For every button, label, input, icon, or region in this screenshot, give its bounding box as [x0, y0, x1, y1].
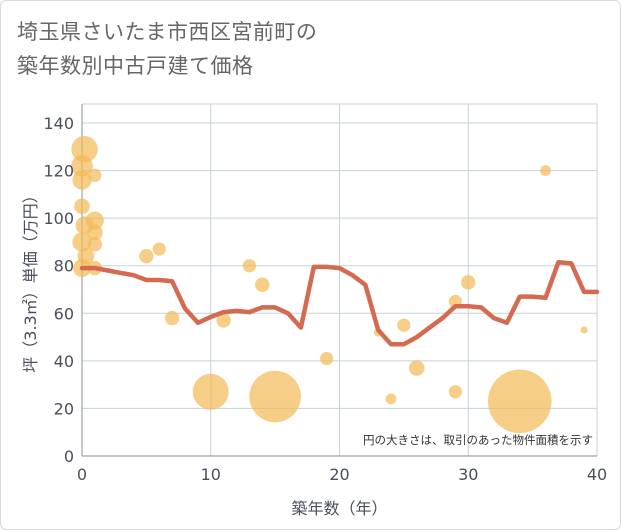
x-tick-label: 0 [77, 465, 87, 484]
x-tick-label: 20 [329, 465, 349, 484]
chart-title-line-1: 埼玉県さいたま市西区宮前町の [17, 20, 318, 44]
x-tick-label: 30 [458, 465, 478, 484]
data-bubble [249, 370, 301, 423]
data-bubble [216, 313, 231, 328]
data-bubble [139, 249, 154, 264]
data-bubble [88, 168, 102, 182]
data-bubble [408, 360, 425, 376]
data-bubble [255, 277, 270, 292]
data-bubble [71, 155, 93, 177]
data-bubble [487, 369, 552, 434]
y-tick-label: 100 [43, 209, 74, 228]
y-tick-label: 140 [43, 114, 74, 133]
y-tick-label: 120 [43, 162, 74, 181]
data-bubble [540, 165, 551, 176]
y-tick-label: 60 [54, 304, 74, 323]
data-bubble [72, 170, 92, 190]
average-line-layer [79, 259, 600, 347]
y-tick-label: 0 [64, 447, 74, 466]
data-bubble [87, 224, 103, 241]
chart-title-line-2: 築年数別中古戸建て価格 [17, 54, 254, 78]
data-bubble [192, 373, 229, 410]
data-bubble [152, 242, 166, 256]
data-bubble [242, 259, 256, 273]
data-bubble [72, 232, 92, 252]
bubble-size-note: 円の大きさは、取引のあった物件面積を示す [363, 433, 593, 447]
y-axis-title: 坪（3.3㎡）単価（万円） [21, 187, 40, 372]
average-price-line [79, 259, 600, 347]
data-bubble [74, 198, 90, 215]
data-bubble [385, 393, 397, 405]
x-tick-label: 10 [201, 465, 221, 484]
data-bubble [580, 326, 588, 334]
data-bubble [320, 351, 334, 366]
data-bubble [87, 237, 103, 252]
data-bubble [461, 275, 476, 290]
data-bubble [85, 211, 104, 230]
x-axis-title: 築年数（年） [291, 499, 387, 518]
y-tick-label: 20 [54, 399, 74, 418]
y-tick-label: 80 [54, 257, 74, 276]
y-tick-label: 40 [54, 352, 74, 371]
data-bubble [164, 310, 180, 326]
chart-title: 埼玉県さいたま市西区宮前町の 築年数別中古戸建て価格 [17, 15, 577, 83]
data-bubble [71, 135, 98, 163]
data-bubble [448, 385, 462, 399]
tick-labels: 0 10 20 30 40 0 20 40 60 80 100 120 140 [43, 114, 607, 484]
data-bubble [397, 318, 411, 332]
x-tick-label: 40 [587, 465, 607, 484]
